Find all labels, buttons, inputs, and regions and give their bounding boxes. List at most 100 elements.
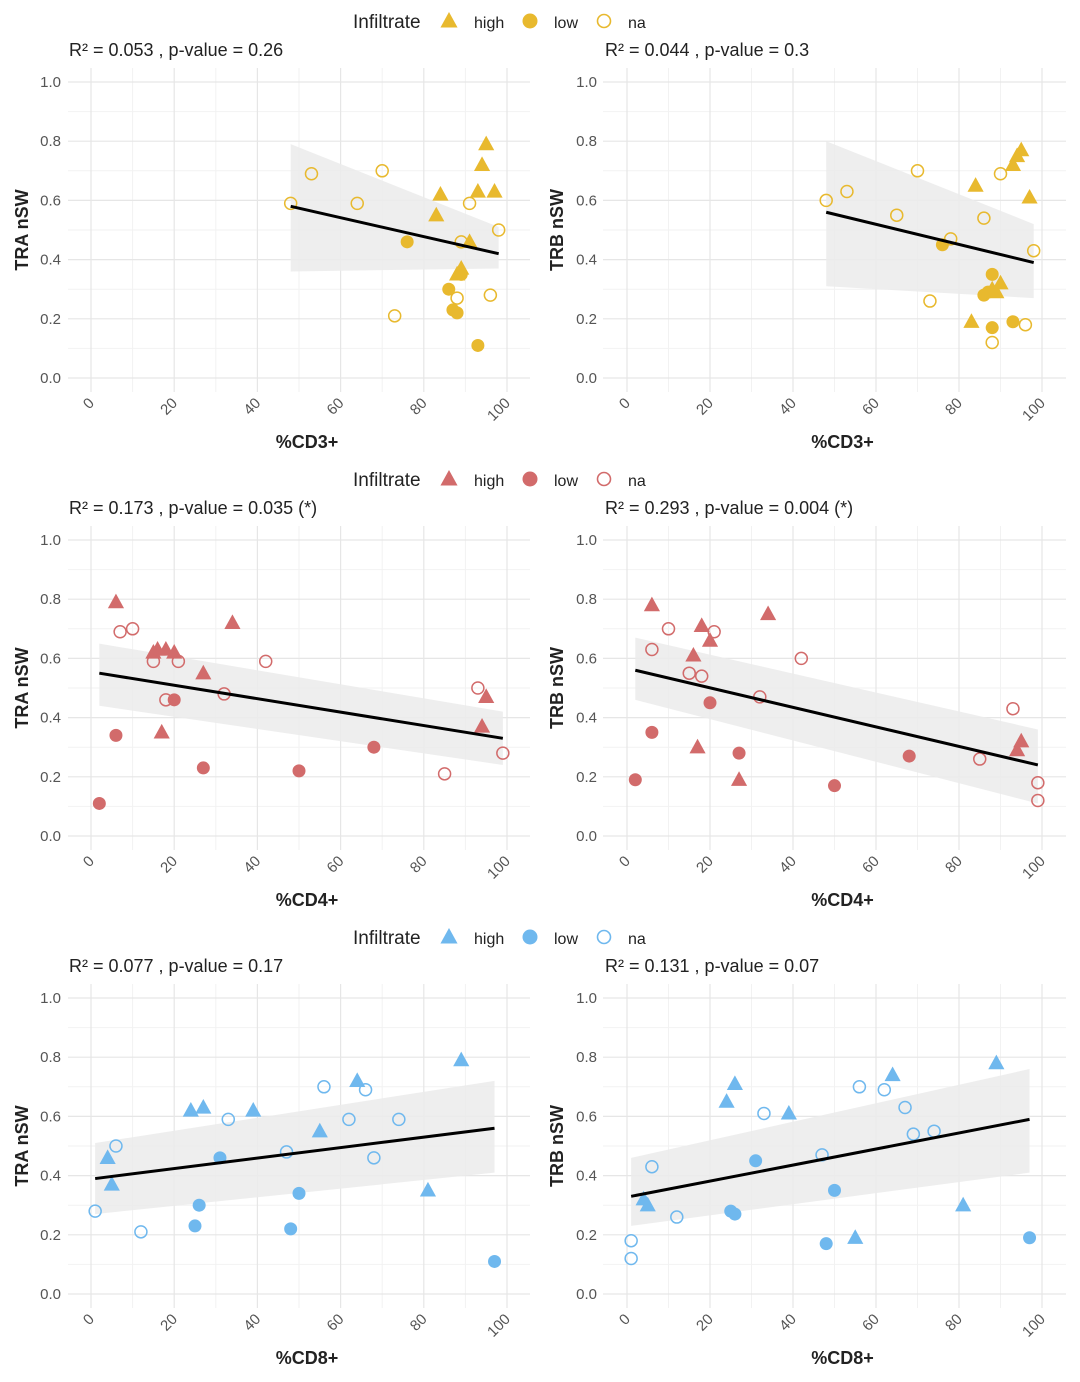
point-high [478, 135, 495, 151]
point-na [125, 622, 140, 636]
point-low [828, 1183, 841, 1197]
legend-high-label: high [474, 931, 504, 948]
y-tick-label: 0.8 [576, 591, 597, 608]
y-tick-label: 0.4 [576, 1168, 597, 1185]
grid [603, 68, 1066, 392]
point-high [780, 1104, 797, 1120]
legend-na-label: na [628, 15, 646, 32]
legend-title: Infiltrate [353, 12, 421, 33]
confidence-band [631, 1069, 1030, 1226]
point-low [488, 1254, 502, 1268]
point-high [469, 183, 486, 198]
point-low [902, 749, 916, 763]
legend-na-circle-icon [596, 471, 612, 487]
point-low [628, 773, 642, 787]
legend: Infiltrate high low na [353, 12, 646, 33]
point-high [473, 717, 491, 733]
y-tick-label: 0.8 [40, 1049, 61, 1066]
scatter-panel: R² = 0.053 , p-value = 0.26 0.0 0.2 0.4 0.6 0… [12, 40, 530, 452]
point-low [1023, 1231, 1037, 1245]
x-axis-title: %CD8+ [811, 1348, 874, 1368]
stats-annotation: R² = 0.293 , p-value = 0.004 (*) [605, 498, 853, 518]
point-na [923, 294, 937, 308]
scatter-panel: R² = 0.131 , p-value = 0.07 0.0 0.2 0.4 0.6 0… [547, 956, 1066, 1368]
point-high [643, 596, 660, 612]
y-tick-label: 0.0 [576, 370, 597, 387]
point-high [988, 1054, 1005, 1070]
legend-title: Infiltrate [353, 928, 421, 949]
point-na [898, 1100, 912, 1115]
point-na [973, 752, 987, 766]
point-low [985, 321, 999, 335]
confidence-band [826, 141, 1034, 299]
x-tick-label: 100 [484, 1311, 514, 1341]
y-tick-label: 0.2 [40, 1227, 61, 1244]
x-tick-label: 0 [616, 853, 634, 871]
point-na [113, 625, 127, 639]
y-tick-label: 0.8 [576, 133, 597, 150]
confidence-band [290, 144, 499, 272]
legend: Infiltrate high low na [353, 928, 646, 949]
point-na [367, 1151, 381, 1165]
x-tick-label: 80 [942, 395, 966, 419]
regression-line [290, 204, 500, 256]
legend: Infiltrate high low na [353, 470, 646, 491]
point-low [442, 282, 456, 296]
point-low [450, 306, 464, 320]
x-axis-title: %CD3+ [811, 432, 874, 452]
legend-high-triangle-icon [440, 12, 458, 28]
x-tick-label: 0 [616, 395, 634, 413]
x-tick-label: 80 [407, 853, 431, 877]
point-na [317, 1080, 331, 1094]
point-low [284, 1222, 298, 1236]
legend-title: Infiltrate [353, 470, 421, 491]
y-tick-label: 0.8 [40, 591, 61, 608]
point-na [283, 196, 298, 211]
point-high [701, 632, 719, 647]
y-tick-label: 0.2 [40, 769, 61, 786]
y-tick-label: 0.4 [40, 1168, 61, 1185]
point-na [993, 167, 1008, 181]
point-na [387, 309, 402, 323]
x-tick-label: 40 [240, 1311, 264, 1335]
point-high [1009, 741, 1026, 757]
point-high [685, 646, 702, 662]
point-na [707, 625, 721, 639]
y-tick-label: 0.0 [576, 1286, 597, 1303]
point-low [749, 1154, 763, 1168]
confidence-band [635, 637, 1038, 804]
legend-high-label: high [474, 473, 504, 490]
point-high [955, 1196, 972, 1212]
regression-line [825, 210, 1035, 265]
y-tick-label: 0.2 [576, 1227, 597, 1244]
legend-low-circle-icon [522, 471, 538, 487]
point-low [188, 1219, 202, 1233]
point-na [819, 193, 833, 208]
point-high [639, 1196, 656, 1212]
point-na [624, 1251, 638, 1266]
point-low [819, 1237, 833, 1251]
x-tick-label: 20 [693, 1311, 717, 1335]
x-axis-title: %CD4+ [811, 890, 874, 910]
legend-low-label: low [554, 15, 578, 32]
point-na [358, 1083, 373, 1097]
point-na [906, 1127, 921, 1141]
point-na [1026, 243, 1041, 258]
y-tick-label: 0.8 [40, 133, 61, 150]
x-tick-label: 20 [157, 853, 181, 877]
x-tick-label: 100 [1019, 853, 1049, 883]
point-na [462, 196, 477, 211]
point-high [195, 664, 212, 680]
y-tick-label: 0.6 [40, 650, 61, 667]
point-na [1018, 317, 1033, 332]
stats-annotation: R² = 0.044 , p-value = 0.3 [605, 40, 809, 60]
point-na [985, 335, 999, 350]
x-tick-label: 20 [157, 1311, 181, 1335]
point-na [661, 622, 676, 636]
point-high [478, 688, 495, 703]
x-tick-label: 60 [859, 1311, 883, 1335]
y-tick-label: 0.6 [576, 1108, 597, 1125]
legend-high-triangle-icon [440, 928, 458, 944]
